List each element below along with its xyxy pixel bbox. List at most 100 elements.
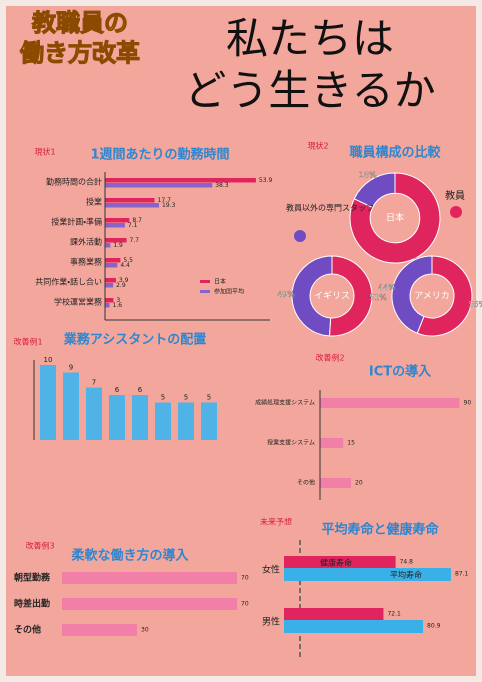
value-label: 6 [138, 386, 143, 394]
donut-segment [328, 255, 373, 337]
value-label: 17.7 [158, 197, 172, 204]
bar [105, 258, 121, 263]
bar [105, 178, 256, 183]
bar [105, 238, 127, 243]
donut-segment [416, 255, 473, 337]
section-title: 業務アシスタントの配置 [63, 332, 206, 348]
category-label: 男性 [262, 616, 280, 628]
category-label: その他 [297, 479, 315, 487]
bar [105, 203, 160, 208]
legend-label: 日本 [214, 278, 226, 286]
value-label: 38.3 [215, 182, 229, 189]
value-label: 90 [464, 400, 472, 407]
value-label: 30 [141, 627, 149, 634]
bar [132, 395, 148, 440]
donut-segment [349, 172, 441, 264]
value-label: 49% [277, 290, 295, 299]
value-label: 2.9 [116, 282, 126, 289]
section-tag: 現状2 [307, 141, 328, 151]
bar [284, 608, 384, 621]
bar [178, 402, 194, 440]
section-title: 平均寿命と健康寿命 [321, 522, 439, 538]
bar [284, 568, 451, 581]
value-label: 7 [92, 379, 96, 387]
donut-label: イギリス [314, 291, 350, 302]
value-label: 80.9 [427, 623, 441, 630]
subtitle: 教職員の [31, 9, 128, 37]
series-label: 健康寿命 [320, 558, 352, 568]
category-label: 共同作業・話し合い [35, 277, 102, 287]
bar [105, 223, 125, 228]
value-label: 8.7 [132, 217, 142, 224]
bar [105, 298, 114, 303]
bar [105, 263, 118, 268]
value-label: 44% [378, 283, 396, 292]
value-label: 6 [115, 386, 120, 394]
value-label: 1.9 [113, 242, 123, 249]
value-label: 3 [116, 297, 120, 304]
category-label: 授業計画・準備 [51, 217, 102, 227]
section-title: 職員構成の比較 [349, 145, 441, 161]
category-label: 授業支援システム [267, 439, 315, 447]
category-label: 授業 [86, 197, 102, 207]
section-tag: 現状1 [34, 147, 55, 157]
value-label: 72.1 [387, 611, 401, 618]
bar [105, 303, 110, 308]
legend-swatch [200, 280, 210, 283]
value-label: 74.8 [400, 559, 414, 566]
bar [320, 398, 460, 408]
bar [320, 438, 344, 448]
value-label: 53.9 [259, 177, 273, 184]
category-label: 勤務時間の合計 [46, 177, 102, 187]
bar [201, 402, 217, 440]
series-label: 平均寿命 [390, 570, 422, 580]
bar [40, 365, 56, 440]
bar [62, 624, 137, 636]
bar [155, 402, 171, 440]
value-label: 56% [468, 300, 482, 309]
category-label: 学校運営業務 [54, 297, 102, 307]
value-label: 3.9 [119, 277, 129, 284]
poster-background [6, 6, 476, 676]
bar [105, 243, 111, 248]
value-label: 51% [369, 293, 387, 302]
bar [105, 198, 155, 203]
value-label: 18% [359, 170, 377, 179]
section-tag: 改善例1 [13, 337, 42, 347]
donut-segment [391, 255, 433, 334]
value-label: 20 [355, 480, 363, 487]
legend-dot [294, 230, 306, 242]
bar [86, 387, 102, 440]
donut-label: アメリカ [414, 291, 450, 302]
section-tag: 改善例3 [25, 541, 54, 551]
category-label: 課外活動 [70, 237, 102, 247]
category-label: 朝型勤務 [14, 572, 51, 584]
value-label: 4.4 [120, 262, 130, 269]
legend-swatch [200, 290, 210, 293]
category-label: 女性 [262, 564, 280, 576]
bar [284, 620, 424, 633]
bar [105, 283, 114, 288]
value-label: 87.1 [455, 571, 469, 578]
bar [62, 572, 237, 584]
legend-dot [450, 206, 462, 218]
section-tag: 改善例2 [315, 353, 344, 363]
title: 私たちは [226, 14, 394, 63]
value-label: 1.6 [112, 302, 122, 309]
bar [105, 183, 213, 188]
value-label: 19.3 [162, 202, 176, 209]
donut-segment [291, 255, 333, 337]
value-label: 70 [241, 601, 249, 608]
value-label: 70 [241, 575, 249, 582]
category-label: その他 [14, 624, 41, 636]
section-tag: 未来予想 [260, 517, 292, 527]
value-label: 5.5 [123, 257, 133, 264]
subtitle: 働き方改革 [19, 39, 140, 67]
bar [284, 556, 396, 569]
category-label: 時差出勤 [14, 598, 50, 610]
section-title: 柔軟な働き方の導入 [70, 548, 189, 564]
bar [62, 598, 237, 610]
section-title: ICTの導入 [369, 364, 432, 380]
legend-label: 教員 [445, 189, 465, 202]
